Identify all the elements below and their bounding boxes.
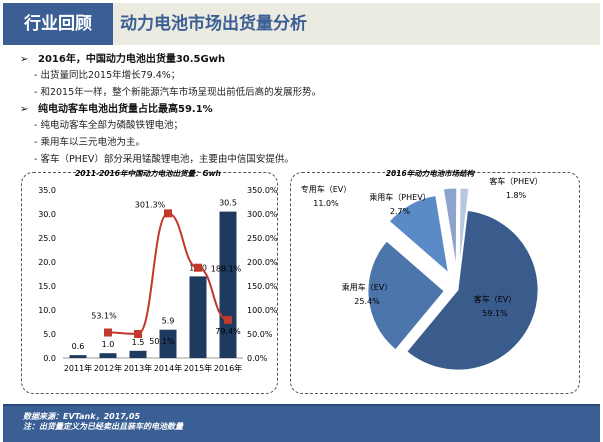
y-tick-label: 20.0 [38, 258, 56, 267]
bar [129, 350, 147, 358]
growth-label: 188.1% [211, 265, 242, 274]
bar-chart-title: 2011-2016年中国动力电池出货量：Gwh [75, 169, 221, 178]
bar-chart-frame [21, 172, 278, 394]
bullet-heading: ➢ 2016年，中国动力电池出货量30.5Gwh [20, 50, 225, 65]
pie-slice [459, 187, 470, 267]
slice-label: 专用车（EV） [301, 184, 352, 194]
pie-slice [367, 240, 445, 351]
x-tick-label: 2011年 [64, 363, 92, 373]
y2-tick-label: 0.0% [247, 354, 268, 363]
page-title: 动力电池市场出货量分析 [120, 14, 307, 34]
slice-label: 乘用车（EV） [342, 282, 393, 292]
bar-line-chart: 2011-2016年中国动力电池出货量：Gwh 0.0 5.0 10.0 15.0 20… [38, 169, 278, 373]
growth-marker [164, 209, 172, 218]
y2-tick-label: 350.0% [247, 186, 278, 195]
bullet-heading-text: 2016年，中国动力电池出货量30.5Gwh [38, 54, 226, 65]
bar-value-label: 5.9 [162, 317, 175, 326]
y-tick-label: 15.0 [38, 282, 56, 291]
y2-tick-label: 250.0% [247, 234, 278, 243]
bullet-item: - 出货量同比2015年增长79.4%； [34, 70, 181, 81]
growth-label: 50.1% [149, 337, 175, 346]
pie-slice [406, 210, 539, 371]
slice-percent: 11.0% [313, 199, 339, 208]
bar-value-label: 0.6 [72, 342, 85, 351]
slice-percent: 59.1% [482, 309, 508, 318]
definition-note: 注：出货量定义为已经卖出且装车的电池数量 [23, 422, 183, 431]
y-tick-label: 10.0 [38, 306, 56, 315]
footer: 数据来源：EVTank，2017,05 注：出货量定义为已经卖出且装车的电池数量 [3, 404, 600, 442]
slice-percent: 1.8% [506, 191, 527, 200]
bar [189, 276, 207, 358]
y-tick-label: 5.0 [43, 330, 56, 339]
y2-tick-label: 300.0% [247, 210, 278, 219]
bar-value-label: 1.0 [102, 340, 115, 349]
growth-marker [104, 328, 112, 337]
slice-label: 客车（PHEV） [489, 176, 542, 186]
section-tag: 行业回顾 [3, 3, 113, 45]
growth-label: 79.4% [215, 327, 241, 336]
bullet-heading: ➢ 纯电动客车电池出货量占比最高59.1% [20, 100, 213, 115]
bar [159, 329, 177, 358]
y-tick-label: 30.0 [38, 210, 56, 219]
y-tick-label: 25.0 [38, 234, 56, 243]
growth-marker [134, 329, 142, 338]
x-tick-label: 2013年 [124, 363, 152, 373]
bar [219, 211, 237, 358]
pie-slice [388, 195, 449, 274]
source-note: 数据来源：EVTank，2017,05 [23, 412, 141, 421]
growth-marker [224, 315, 232, 324]
x-tick-label: 2016年 [214, 363, 242, 373]
slice-percent: 2.7% [390, 207, 411, 216]
growth-marker [194, 263, 202, 272]
bar-value-label: 30.5 [219, 199, 237, 208]
pie-chart: 2016年动力电池市场结构 客车（EV） 59.1% 乘用车（EV） 25.4% 专用车… [301, 169, 543, 371]
growth-label: 301.3% [135, 200, 166, 209]
y2-tick-label: 50.0% [247, 330, 273, 339]
y-tick-label: 0.0 [43, 354, 56, 363]
arrow-bullet-icon: ➢ [20, 54, 29, 65]
bullet-item: - 客车（PHEV）部分采用锰酸锂电池，主要由中信国安提供。 [34, 154, 294, 165]
y2-tick-label: 150.0% [247, 282, 278, 291]
x-tick-label: 2012年 [94, 363, 122, 373]
slice-label: 客车（EV） [474, 294, 517, 304]
pie-slice [443, 187, 458, 267]
bar [69, 355, 87, 358]
bullet-item: - 纯电动客车全部为磷酸铁锂电池； [34, 120, 183, 131]
slice-percent: 25.4% [354, 297, 380, 306]
bullet-heading-text: 纯电动客车电池出货量占比最高59.1% [38, 104, 213, 115]
pie-chart-title: 2016年动力电池市场结构 [386, 169, 476, 178]
bullet-item: - 和2015年一样，整个新能源汽车市场呈现出前低后高的发展形势。 [34, 87, 322, 98]
pie-chart-frame [290, 172, 580, 394]
bullet-item: - 乘用车以三元电池为主。 [34, 137, 145, 148]
bar [99, 353, 117, 358]
y2-tick-label: 200.0% [247, 258, 278, 267]
growth-label: 53.1% [91, 312, 117, 321]
y-tick-label: 35.0 [38, 186, 56, 195]
slice-label: 乘用车（PHEV） [369, 192, 430, 202]
bar-value-label: 1.5 [132, 338, 145, 347]
x-tick-label: 2015年 [184, 363, 212, 373]
y2-tick-label: 100.0% [247, 306, 278, 315]
arrow-bullet-icon: ➢ [20, 104, 29, 115]
x-tick-label: 2014年 [154, 363, 182, 373]
